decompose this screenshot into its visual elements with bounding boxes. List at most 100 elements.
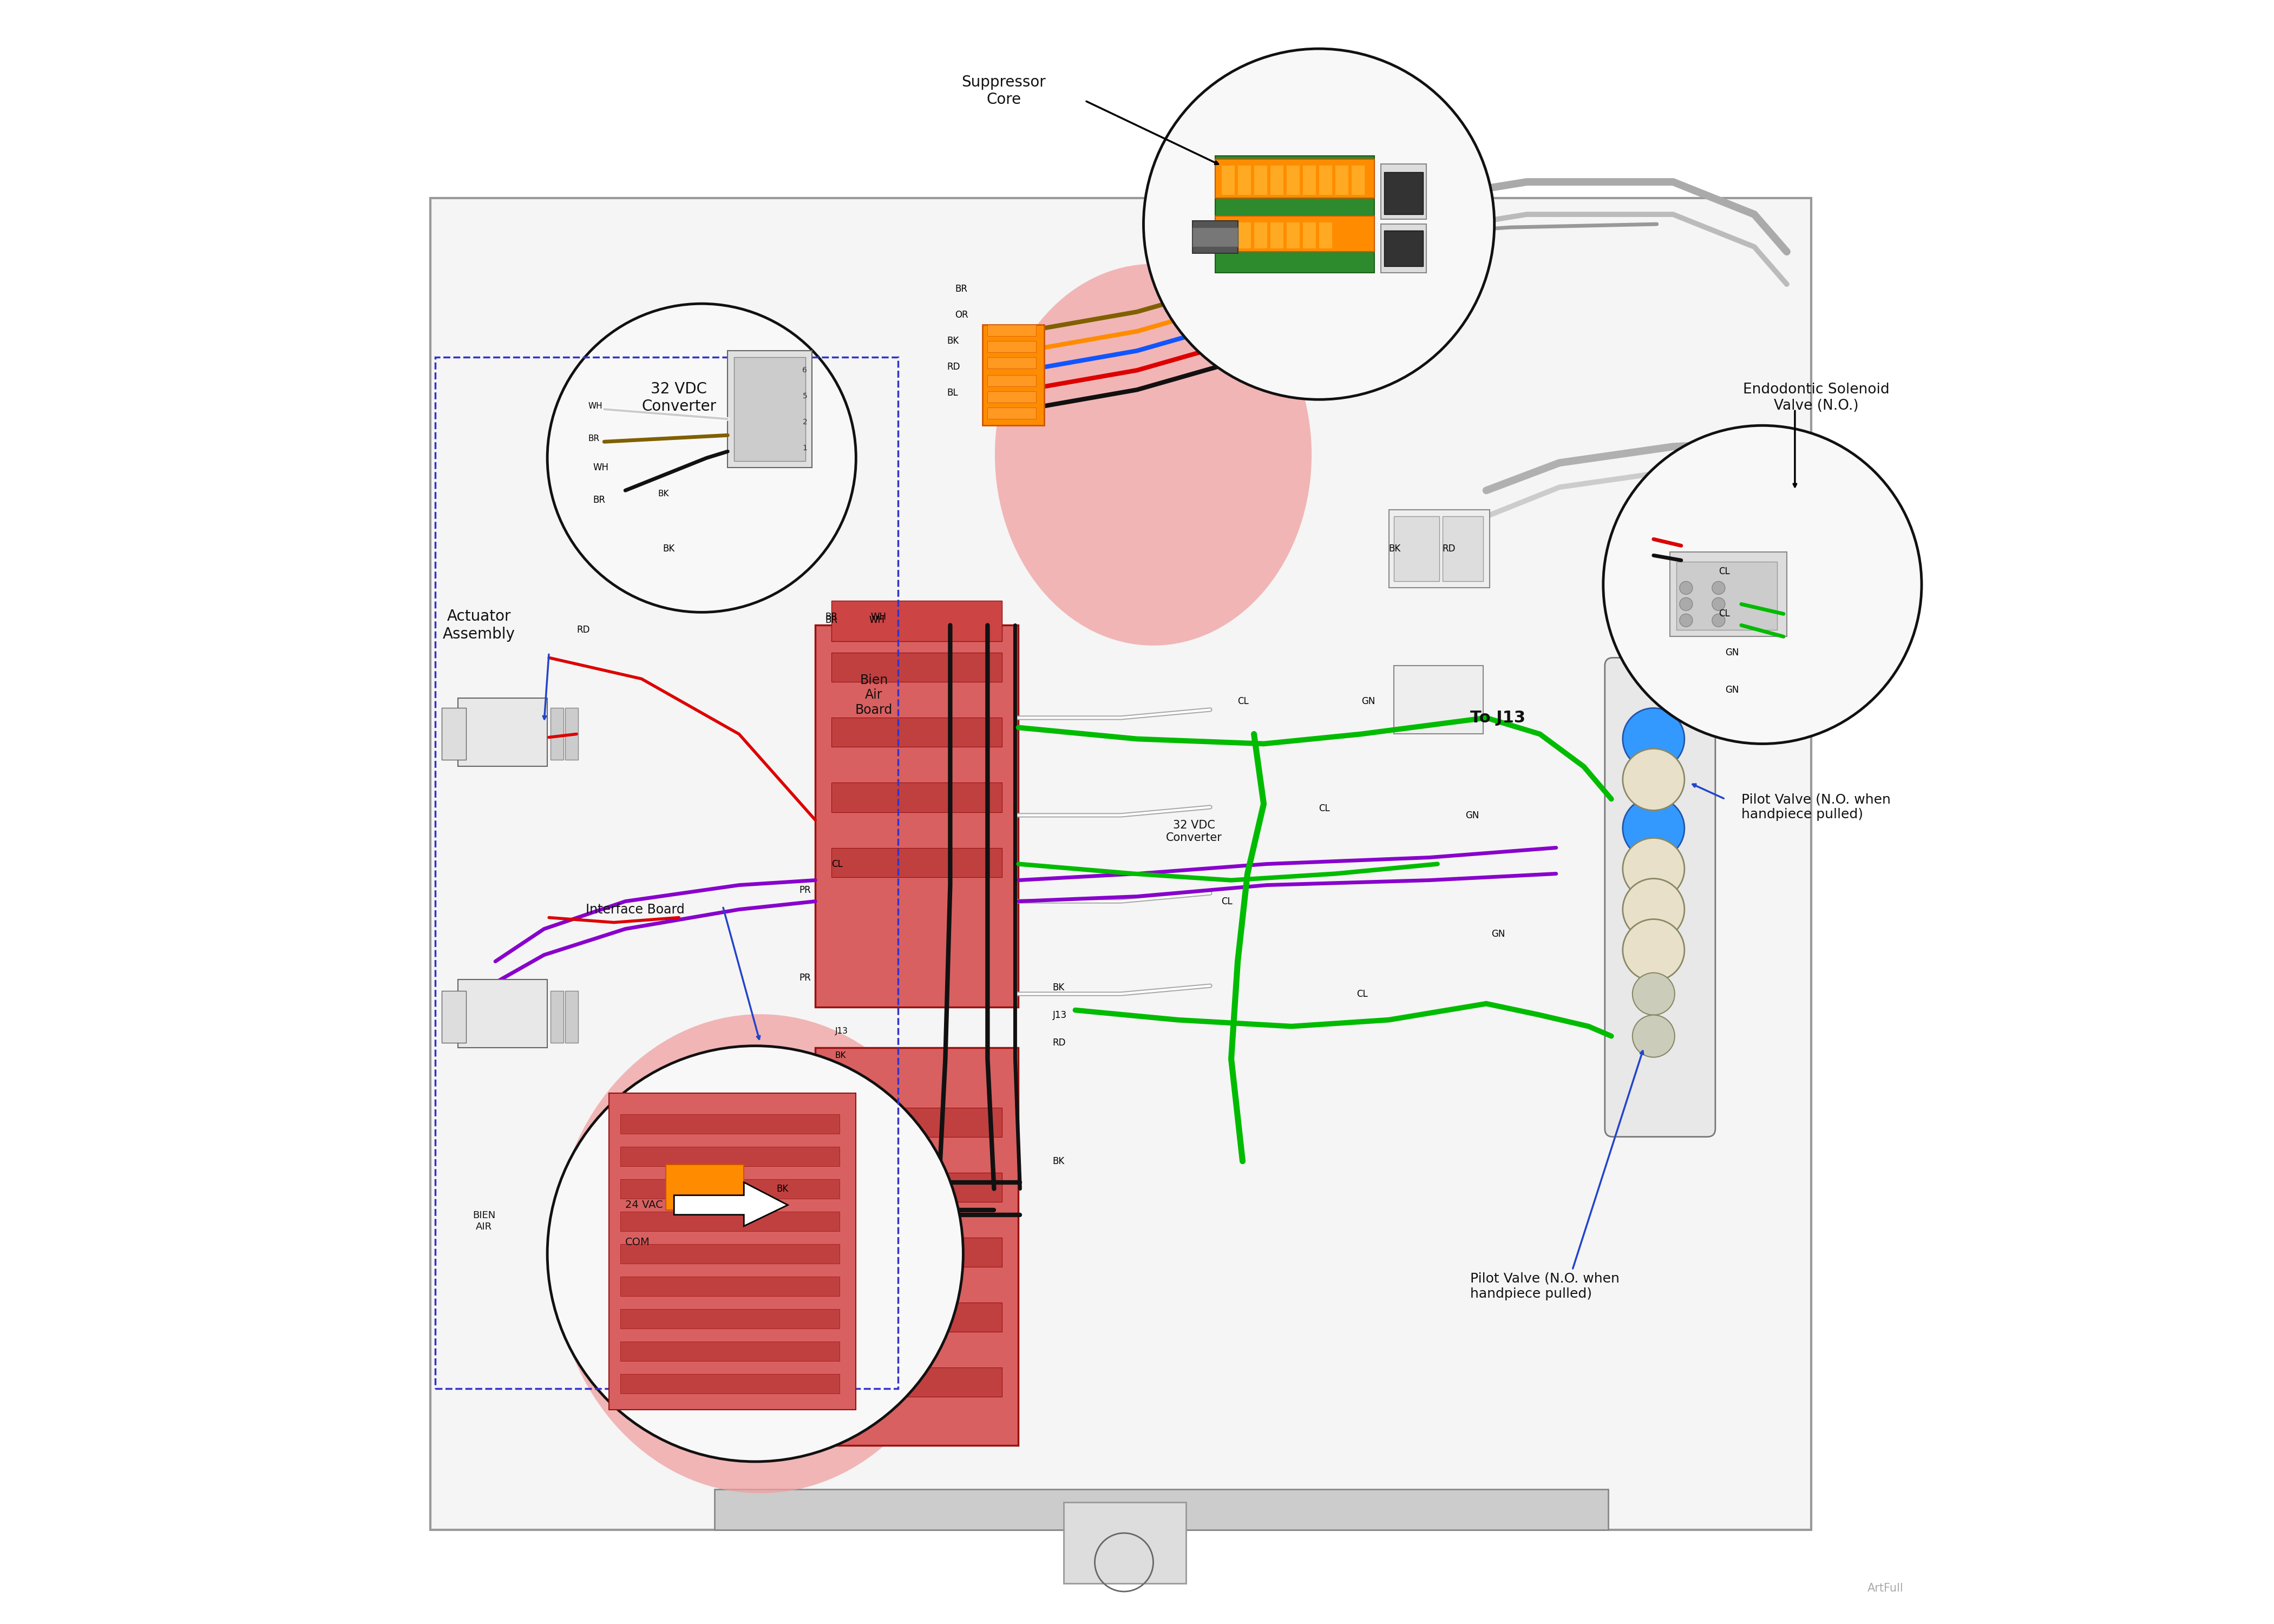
Text: BK: BK [946,336,960,346]
Bar [816,1047,1019,1445]
Bar [1676,562,1776,630]
Bar [1380,224,1426,273]
Bar [714,1489,1608,1530]
Text: RD: RD [1053,1038,1067,1047]
Bar [666,1164,744,1210]
Bar [1221,166,1235,195]
Text: PR: PR [798,973,812,983]
Text: BK: BK [1389,544,1401,554]
Bar [1394,666,1483,734]
Bar [816,625,1019,1007]
Circle shape [1624,919,1685,981]
Ellipse shape [994,265,1312,645]
Bar [1192,227,1237,247]
Text: 32 VDC
Converter: 32 VDC Converter [641,382,716,414]
Bar [609,1093,855,1410]
Text: Pilot Valve (N.O. when
handpiece pulled): Pilot Valve (N.O. when handpiece pulled) [1742,793,1890,822]
Text: BR: BR [594,495,605,505]
Circle shape [1603,425,1922,744]
Bar [832,653,1003,682]
Text: COM: COM [625,1237,650,1247]
Text: BK: BK [775,1184,789,1194]
Circle shape [1712,581,1726,594]
Bar [735,357,805,461]
Bar [1253,166,1267,195]
Text: WH: WH [589,403,603,409]
Bar [987,341,1037,352]
Text: Interface Board: Interface Board [587,903,684,916]
Bar [621,1276,839,1296]
Bar [832,1108,1003,1137]
Circle shape [1712,614,1726,627]
Text: Endodontic Solenoid
Valve (N.O.): Endodontic Solenoid Valve (N.O.) [1742,383,1890,412]
Circle shape [1633,1015,1674,1057]
Text: CL: CL [1719,609,1731,619]
Circle shape [1144,49,1494,400]
Text: WH: WH [871,612,887,622]
Bar [1287,166,1298,195]
Bar [621,1244,839,1263]
Text: CL: CL [1719,567,1731,577]
Bar [1351,166,1364,195]
Bar [1271,166,1283,195]
Bar [987,325,1037,336]
Text: To J13: To J13 [1469,710,1526,726]
Circle shape [1624,879,1685,940]
Bar [621,1309,839,1328]
Bar [621,1212,839,1231]
Text: BIEN
AIR: BIEN AIR [473,1212,496,1231]
Text: BK: BK [657,490,669,497]
Bar [1669,552,1787,637]
Text: 32 VDC
Converter: 32 VDC Converter [1167,820,1221,843]
Text: BK: BK [662,544,675,554]
Text: J13: J13 [1053,1010,1067,1020]
Circle shape [1680,581,1692,594]
Circle shape [1624,797,1685,859]
Bar [987,391,1037,403]
Bar [621,1179,839,1199]
Bar [832,1237,1003,1267]
Bar [1214,159,1373,198]
Bar [1385,172,1424,214]
Bar [566,991,578,1043]
Text: RD: RD [578,625,589,635]
Bar [1303,222,1317,248]
Bar [1385,231,1424,266]
Text: Pilot Valve (N.O. when
handpiece pulled): Pilot Valve (N.O. when handpiece pulled) [1469,1272,1619,1301]
Bar [457,698,548,767]
Bar [1380,164,1426,219]
Text: RD: RD [1442,544,1455,554]
Text: 1: 1 [803,445,807,451]
Text: Bien
Air
Board: Bien Air Board [855,674,894,716]
Text: CL: CL [1355,989,1367,999]
Bar [832,1302,1003,1332]
Text: CL: CL [1319,804,1330,814]
Circle shape [1624,708,1685,770]
Bar [621,1374,839,1393]
Bar [1214,156,1373,273]
Bar [621,1114,839,1134]
Text: BR: BR [589,435,600,442]
Bar [566,708,578,760]
Text: Actuator
Assembly: Actuator Assembly [443,609,516,641]
Bar [1287,222,1298,248]
Bar [430,198,1810,1530]
Text: GN: GN [1726,648,1740,658]
Polygon shape [673,1182,787,1226]
Bar [1319,222,1333,248]
Text: RD: RD [946,362,960,372]
Circle shape [548,304,855,612]
Bar [550,991,564,1043]
Text: 24 VAC: 24 VAC [625,1200,664,1210]
Text: RD: RD [835,1080,846,1086]
Text: PR: PR [798,885,812,895]
Text: GN: GN [1492,929,1505,939]
Bar [621,1341,839,1361]
Circle shape [548,1046,964,1462]
Text: 6: 6 [803,367,807,374]
Text: WH: WH [869,615,885,625]
Ellipse shape [553,1013,966,1494]
Bar [1271,222,1283,248]
Text: BK: BK [1053,1156,1064,1166]
Bar [457,979,548,1047]
